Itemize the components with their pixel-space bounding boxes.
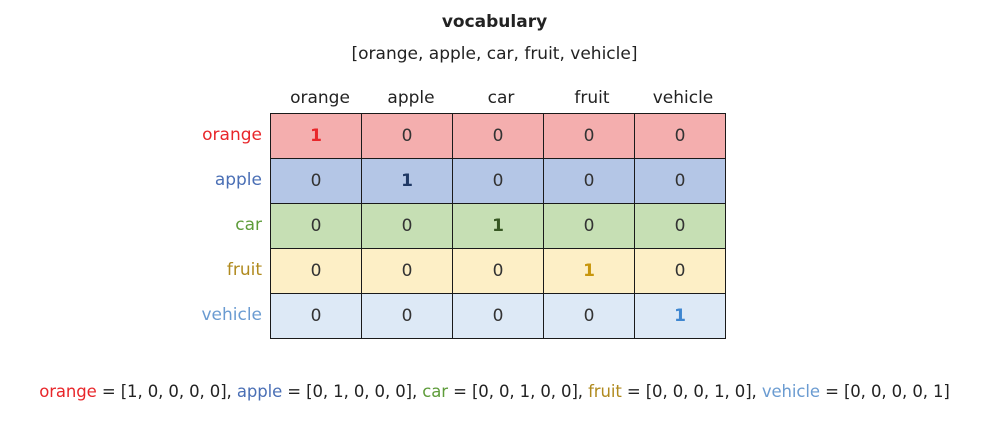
row-label-fruit: fruit [226, 260, 262, 280]
matrix-cell: 0 [634, 113, 726, 159]
encoding-word-fruit: fruit [588, 382, 622, 401]
matrix-cell: 1 [543, 248, 635, 294]
matrix-cell: 0 [270, 248, 362, 294]
encoding-vector-car: [0, 0, 1, 0, 0] [471, 382, 578, 401]
one-hot-encodings-line: orange = [1, 0, 0, 0, 0], apple = [0, 1,… [39, 382, 950, 401]
row-label-vehicle: vehicle [201, 305, 262, 325]
diagram-title: vocabulary [441, 12, 548, 32]
matrix-cell: 0 [452, 113, 544, 159]
matrix-cell: 0 [270, 293, 362, 339]
row-label-apple: apple [214, 170, 262, 190]
encoding-vector-vehicle: [0, 0, 0, 0, 1] [843, 382, 950, 401]
matrix-cell: 0 [361, 248, 453, 294]
matrix-cell: 0 [270, 203, 362, 249]
encoding-vector-orange: [1, 0, 0, 0, 0] [120, 382, 227, 401]
matrix-cell: 0 [452, 158, 544, 204]
matrix-cell: 0 [361, 113, 453, 159]
matrix-row-orange: 1 0 0 0 0 [270, 113, 726, 159]
matrix-row-car: 0 0 1 0 0 [270, 203, 726, 249]
matrix-cell: 0 [543, 113, 635, 159]
matrix-cell: 0 [543, 158, 635, 204]
matrix-cell: 0 [634, 158, 726, 204]
matrix-cell: 0 [634, 203, 726, 249]
encoding-word-car: car [422, 382, 448, 401]
encoding-word-apple: apple [236, 382, 283, 401]
matrix-row-fruit: 0 0 0 1 0 [270, 248, 726, 294]
matrix-cell: 0 [634, 248, 726, 294]
encoding-vector-apple: [0, 1, 0, 0, 0] [306, 382, 412, 401]
matrix-cell: 1 [361, 158, 453, 204]
row-label-orange: orange [202, 125, 262, 145]
row-label-car: car [235, 215, 262, 235]
vocabulary-list: [orange, apple, car, fruit, vehicle] [351, 44, 638, 64]
matrix-row-vehicle: 0 0 0 0 1 [270, 293, 726, 339]
column-header-orange: orange [290, 88, 350, 108]
matrix-cell: 0 [361, 293, 453, 339]
column-header-apple: apple [387, 88, 435, 108]
matrix-cell: 0 [270, 158, 362, 204]
matrix-cell: 0 [361, 203, 453, 249]
matrix-cell: 0 [452, 248, 544, 294]
encoding-word-orange: orange [39, 382, 97, 401]
encoding-vector-fruit: [0, 0, 0, 1, 0] [645, 382, 752, 401]
matrix-cell: 0 [543, 293, 635, 339]
matrix-cell: 1 [270, 113, 362, 159]
column-header-car: car [487, 88, 515, 108]
one-hot-matrix: 1 0 0 0 0 0 1 0 0 0 0 0 1 0 0 0 0 0 1 0 … [270, 113, 726, 339]
matrix-cell: 0 [452, 293, 544, 339]
matrix-cell: 1 [452, 203, 544, 249]
column-header-fruit: fruit [574, 88, 610, 108]
matrix-cell: 0 [543, 203, 635, 249]
encoding-word-vehicle: vehicle [761, 382, 820, 401]
matrix-row-apple: 0 1 0 0 0 [270, 158, 726, 204]
column-header-vehicle: vehicle [652, 88, 714, 108]
matrix-cell: 1 [634, 293, 726, 339]
